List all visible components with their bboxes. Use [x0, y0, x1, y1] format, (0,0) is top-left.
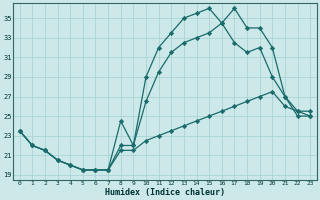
X-axis label: Humidex (Indice chaleur): Humidex (Indice chaleur) — [105, 188, 225, 197]
